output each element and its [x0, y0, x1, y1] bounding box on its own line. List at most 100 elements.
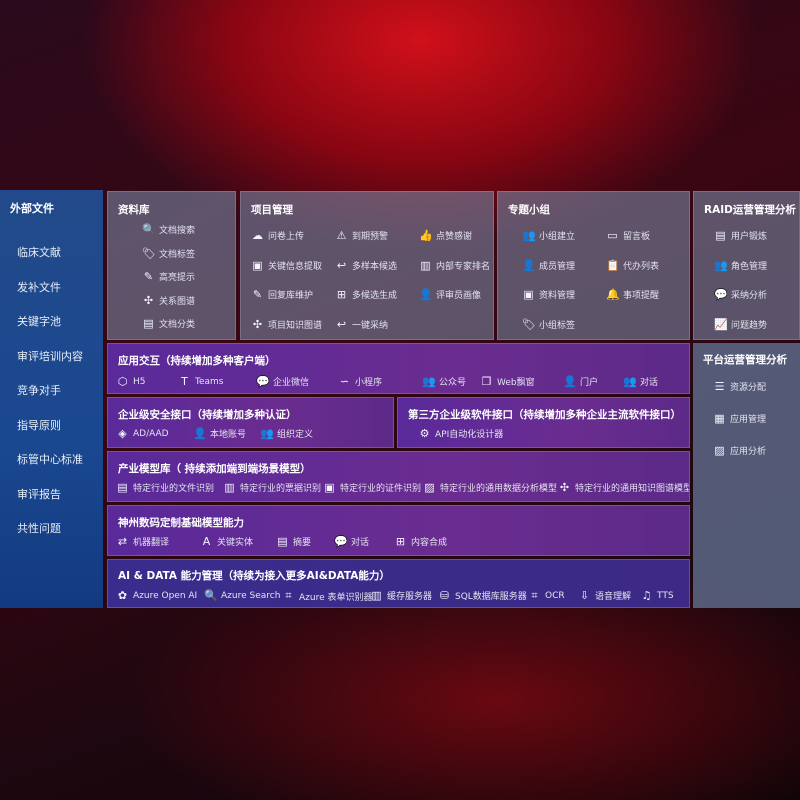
sidebar-item[interactable]: 审评培训内容	[17, 349, 83, 363]
panel-title: 项目管理	[251, 204, 293, 216]
sidebar-item[interactable]: 审评报告	[17, 487, 61, 501]
sidebar-external-files: 外部文件 临床文献 发补文件 关键字池 审评培训内容 竞争对手 指导原则 标管中心标准 审评报告…	[0, 190, 103, 608]
feature-item[interactable]: 👥 对话	[623, 375, 658, 388]
feature-item[interactable]: ▦ 应用管理	[713, 412, 766, 425]
feature-label: 特定行业的票据识别	[240, 484, 322, 494]
feature-item[interactable]: ⛁ SQL数据库服务器	[438, 589, 527, 602]
feature-label: 文档标签	[159, 249, 196, 260]
feature-label: Azure Search	[221, 590, 281, 601]
feature-item[interactable]: ✣ 项目知识图谱	[251, 318, 322, 331]
sidebar-item[interactable]: 指导原则	[17, 418, 61, 432]
feature-label: 成员管理	[539, 261, 576, 272]
feature-item[interactable]: ▥ 缓存服务器	[370, 589, 432, 602]
panel-platform: 平台运营管理分析 ☰ 资源分配 ▦ 应用管理 ▨ 应用分析	[693, 343, 800, 608]
feature-item[interactable]: 💬 对话	[334, 535, 369, 548]
feature-item[interactable]: 👥 公众号	[422, 375, 466, 388]
feature-item[interactable]: ▤ 摘要	[276, 535, 311, 548]
document-search-icon: 🔍	[142, 223, 156, 236]
feature-item[interactable]: ✿ Azure Open AI	[116, 589, 197, 602]
feature-item[interactable]: ↩ 一键采纳	[335, 318, 388, 331]
feature-label: API自动化设计器	[435, 430, 504, 440]
ocr-icon: ⌗	[531, 589, 538, 602]
sidebar-item[interactable]: 竞争对手	[17, 384, 61, 397]
feature-item[interactable]: ▥ 特定行业的票据识别	[223, 481, 321, 494]
feature-item[interactable]: ⌗ OCR	[528, 589, 564, 603]
feature-item[interactable]: ▣ 关键信息提取	[251, 259, 322, 272]
feature-item[interactable]: ⊞ 内容合成	[394, 535, 447, 548]
feature-item[interactable]: ▤ 特定行业的文件识别	[116, 481, 214, 494]
feature-item[interactable]: ✎ 回复库维护	[251, 288, 313, 301]
feature-item[interactable]: T Teams	[178, 375, 223, 388]
feature-item[interactable]: 👥 角色管理	[714, 259, 767, 272]
sidebar-item[interactable]: 关键字池	[17, 315, 61, 328]
feature-item[interactable]: ▥ 内部专家排名	[419, 259, 490, 272]
feature-item[interactable]: ↩ 多样本候选	[335, 259, 397, 272]
panel-security: 企业级安全接口（持续增加多种认证） ◈ AD/AAD 👤 本地账号 👥 组织定义	[107, 397, 394, 448]
feature-item[interactable]: ✣ 特定行业的通用知识图谱模型	[558, 481, 689, 494]
feature-item[interactable]: ▨ 特定行业的通用数据分析模型	[423, 481, 557, 494]
feature-item[interactable]: 🔍 Azure Search	[204, 589, 280, 602]
feature-item[interactable]: 👥 组织定义	[260, 427, 313, 440]
feature-item[interactable]: ☁ 问卷上传	[251, 229, 304, 242]
feature-item[interactable]: 👤 评审员画像	[419, 288, 481, 301]
sidebar-item[interactable]: 共性问题	[17, 522, 61, 535]
feature-item[interactable]: ✣ 关系图谱	[142, 294, 195, 307]
feature-item[interactable]: ▤ 文档分类	[142, 317, 195, 330]
feature-item[interactable]: ⇄ 机器翻译	[116, 535, 169, 548]
feature-item[interactable]: ❐ Web飘窗	[480, 375, 535, 388]
feature-item[interactable]: ▭ 留言板	[606, 229, 650, 242]
feature-item[interactable]: 🏷 小组标签	[522, 318, 575, 331]
feature-item[interactable]: ☰ 资源分配	[713, 380, 766, 393]
feature-item[interactable]: ⌗ Azure 表单识别器	[282, 589, 372, 603]
feature-label: 小组标签	[539, 320, 576, 331]
feature-item[interactable]: 🔔 事项提醒	[606, 288, 659, 301]
feature-label: 特定行业的证件识别	[340, 484, 422, 494]
feature-item[interactable]: ▣ 特定行业的证件识别	[323, 481, 421, 494]
search-icon: 🔍	[204, 589, 218, 602]
feature-item[interactable]: 💬 企业微信	[256, 375, 309, 388]
feature-item[interactable]: ◈ AD/AAD	[116, 427, 168, 440]
panel-project: 项目管理 ☁ 问卷上传 ⚠ 到期预警 👍 点赞感谢 ▣ 关键信息提取 ↩ 多样本候选 ▥ 内部专家排名 ✎…	[240, 191, 494, 340]
chat-icon: 💬	[334, 535, 348, 548]
sidebar-item[interactable]: 标管中心标准	[17, 453, 83, 466]
feature-item[interactable]: 👥 小组建立	[522, 229, 575, 242]
feature-item[interactable]: ▨ 应用分析	[713, 444, 766, 457]
feature-item[interactable]: 👤 本地账号	[193, 427, 246, 440]
apps-icon: ▦	[714, 412, 725, 425]
panel-title: 资料库	[118, 204, 150, 216]
feature-label: 对话	[351, 538, 370, 548]
panel-thirdparty: 第三方企业级软件接口（持续增加多种企业主流软件接口） ⚙ API自动化设计器	[397, 397, 690, 448]
feature-item[interactable]: 📈 问题趋势	[714, 318, 767, 331]
feature-item[interactable]: 🔍 文档搜索	[142, 223, 195, 236]
feature-item[interactable]: ✎ 高亮提示	[142, 270, 195, 283]
feature-item[interactable]: 👤 成员管理	[522, 259, 575, 272]
summary-icon: ▤	[277, 535, 288, 548]
teams-icon: T	[181, 375, 188, 388]
window-icon: ▣	[252, 258, 263, 272]
feature-item[interactable]: 💬 采纳分析	[714, 288, 767, 301]
feature-item[interactable]: ⚠ 到期预警	[335, 229, 388, 242]
feature-label: 特定行业的文件识别	[133, 484, 215, 494]
feature-item[interactable]: ⚙ API自动化设计器	[418, 427, 504, 440]
feature-item[interactable]: A 关键实体	[200, 535, 253, 548]
panel-base: 神州数码定制基础模型能力 ⇄ 机器翻译 A 关键实体 ▤ 摘要 💬 对话 ⊞ 内容合成	[107, 505, 690, 556]
feature-item[interactable]: ⬡ H5	[116, 375, 146, 388]
feature-item[interactable]: 📋 代办列表	[606, 259, 659, 272]
bell-icon: 🔔	[606, 288, 620, 301]
feature-item[interactable]: ▤ 用户锻炼	[714, 229, 767, 242]
feature-item[interactable]: 🏷 文档标签	[142, 247, 195, 260]
feature-item[interactable]: ∽ 小程序	[338, 375, 382, 388]
translate-icon: ⇄	[117, 535, 128, 548]
feature-item[interactable]: ⇩ 语音理解	[578, 589, 631, 602]
sidebar-item[interactable]: 临床文献	[17, 246, 61, 259]
feature-item[interactable]: 👤 门户	[563, 375, 598, 388]
feature-item[interactable]: ⊞ 多候选生成	[335, 288, 397, 301]
feature-item[interactable]: ▣ 资料管理	[522, 288, 575, 301]
sidebar-item[interactable]: 发补文件	[17, 280, 61, 294]
bbs-icon: ▭	[607, 229, 618, 242]
feature-item[interactable]: 👍 点赞感谢	[419, 229, 472, 242]
feature-label: 多候选生成	[352, 291, 398, 301]
feature-label: 应用管理	[730, 415, 767, 425]
entity-icon: A	[202, 535, 211, 548]
feature-item[interactable]: ♫ TTS	[640, 589, 674, 602]
